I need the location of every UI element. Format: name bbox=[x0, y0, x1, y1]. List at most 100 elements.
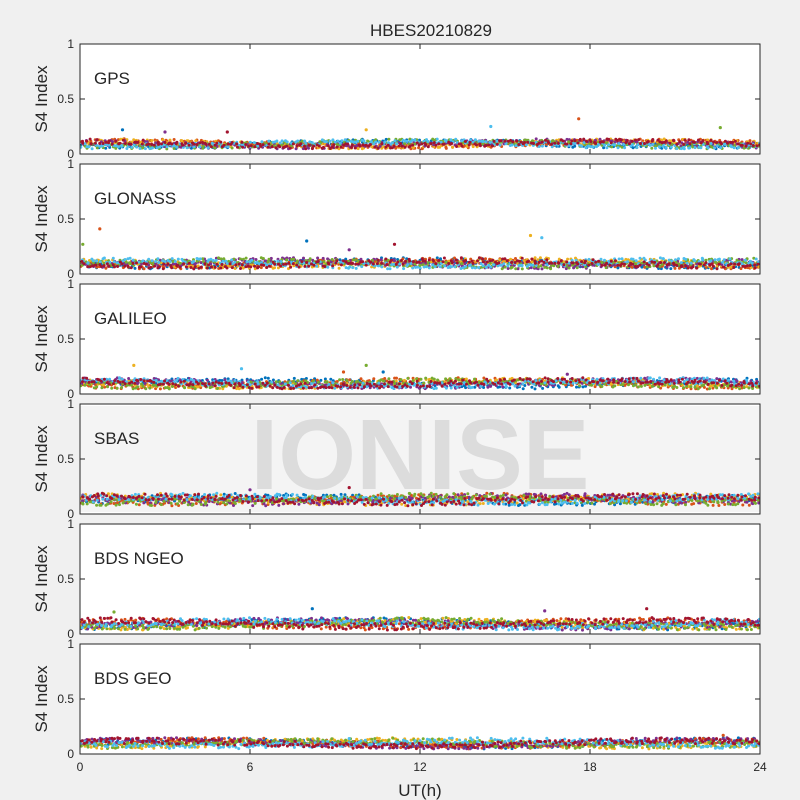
data-point bbox=[356, 259, 360, 263]
data-point bbox=[157, 261, 161, 264]
data-point bbox=[179, 145, 183, 149]
data-point bbox=[240, 263, 244, 267]
data-point bbox=[728, 257, 732, 261]
data-point bbox=[705, 387, 709, 391]
data-point bbox=[330, 145, 334, 149]
data-point bbox=[575, 266, 579, 270]
data-point bbox=[95, 259, 98, 263]
data-point bbox=[359, 377, 363, 381]
data-point bbox=[157, 378, 160, 382]
data-point bbox=[274, 380, 278, 384]
data-point bbox=[371, 262, 375, 266]
data-point bbox=[187, 261, 191, 265]
data-point bbox=[698, 262, 702, 266]
data-point bbox=[647, 263, 651, 267]
data-point bbox=[150, 139, 154, 142]
data-point bbox=[511, 140, 515, 144]
data-point bbox=[617, 257, 621, 261]
data-point bbox=[706, 146, 710, 150]
data-point bbox=[693, 259, 697, 263]
data-point bbox=[697, 138, 700, 142]
data-point bbox=[631, 257, 635, 261]
data-point bbox=[86, 265, 90, 269]
data-point bbox=[624, 257, 628, 261]
data-point bbox=[386, 143, 390, 147]
data-point bbox=[114, 146, 118, 150]
data-point bbox=[80, 384, 83, 388]
data-point bbox=[536, 258, 540, 262]
data-point bbox=[143, 147, 147, 151]
data-point bbox=[755, 144, 759, 148]
data-point bbox=[663, 261, 666, 264]
data-point bbox=[722, 258, 726, 262]
data-point bbox=[557, 385, 561, 389]
data-point bbox=[530, 257, 534, 261]
data-point bbox=[530, 260, 534, 264]
data-point bbox=[661, 144, 665, 148]
data-point bbox=[473, 266, 477, 270]
data-point bbox=[584, 259, 587, 263]
data-point bbox=[744, 261, 748, 265]
data-point bbox=[86, 261, 90, 265]
data-point bbox=[131, 387, 135, 391]
data-point bbox=[745, 385, 749, 389]
data-point bbox=[539, 382, 543, 386]
data-point bbox=[321, 256, 325, 260]
data-point bbox=[732, 146, 736, 150]
data-point bbox=[107, 264, 111, 268]
data-point bbox=[291, 262, 295, 266]
data-point bbox=[230, 146, 234, 150]
data-point bbox=[144, 262, 148, 266]
data-point bbox=[576, 141, 580, 145]
data-point bbox=[219, 140, 223, 144]
data-point bbox=[460, 262, 464, 266]
data-point bbox=[82, 262, 86, 266]
data-point bbox=[667, 258, 671, 262]
data-point bbox=[279, 264, 283, 268]
data-point bbox=[669, 267, 673, 271]
data-point bbox=[597, 259, 600, 263]
data-point bbox=[634, 259, 638, 263]
data-point bbox=[688, 146, 692, 150]
data-point bbox=[709, 259, 713, 263]
data-point bbox=[575, 385, 578, 389]
data-point bbox=[249, 380, 253, 384]
data-point bbox=[380, 261, 384, 265]
data-point bbox=[296, 379, 300, 383]
data-point bbox=[717, 257, 721, 261]
data-point bbox=[312, 144, 316, 148]
data-point bbox=[348, 265, 352, 269]
data-point bbox=[303, 144, 306, 148]
data-point bbox=[299, 142, 303, 146]
data-point bbox=[158, 265, 161, 269]
data-point bbox=[230, 266, 234, 270]
data-point bbox=[172, 147, 176, 150]
data-point bbox=[331, 138, 335, 142]
data-point bbox=[684, 264, 688, 268]
data-point bbox=[278, 141, 282, 145]
data-point bbox=[166, 262, 170, 266]
data-point bbox=[209, 145, 213, 149]
data-point bbox=[130, 145, 134, 149]
data-point bbox=[689, 261, 693, 265]
data-point bbox=[106, 385, 110, 389]
data-point bbox=[158, 387, 162, 391]
data-point bbox=[113, 265, 116, 269]
data-point bbox=[444, 260, 448, 264]
data-point bbox=[674, 260, 678, 264]
data-point bbox=[610, 145, 614, 149]
data-point bbox=[696, 387, 700, 391]
data-point bbox=[91, 264, 95, 268]
data-point bbox=[384, 137, 388, 141]
data-point bbox=[385, 379, 389, 383]
data-point bbox=[464, 259, 468, 262]
data-point bbox=[522, 259, 526, 263]
data-point bbox=[415, 261, 419, 264]
data-point bbox=[657, 385, 661, 389]
data-point bbox=[387, 137, 391, 141]
y-tick-label: 0 bbox=[67, 147, 74, 161]
data-point bbox=[626, 260, 630, 264]
data-point bbox=[673, 263, 676, 267]
data-point bbox=[278, 145, 282, 149]
data-point bbox=[402, 267, 406, 271]
